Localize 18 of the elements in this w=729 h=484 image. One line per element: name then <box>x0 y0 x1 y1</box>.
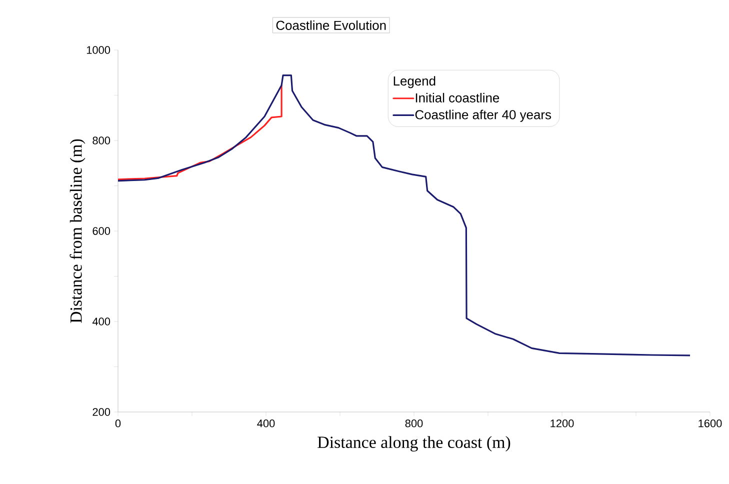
x-tick-label: 1200 <box>550 420 574 428</box>
legend-label: Coastline after 40 years <box>415 110 552 122</box>
legend-title: Legend <box>394 76 436 88</box>
line-series <box>117 84 282 180</box>
y-tick-label: 400 <box>92 318 110 326</box>
x-tick-label: 400 <box>257 420 275 428</box>
y-axis-title: Distance from baseline (m) <box>70 139 86 323</box>
x-tick-label: 0 <box>115 420 121 428</box>
x-tick-label: 800 <box>405 420 423 428</box>
line-series <box>117 74 691 356</box>
y-tick-label: 800 <box>92 136 110 144</box>
chart-title: Coastline Evolution <box>276 20 386 30</box>
x-axis-title: Distance along the coast (m) <box>318 436 510 452</box>
y-tick-label: 200 <box>92 408 110 416</box>
y-tick-label: 1000 <box>86 46 110 54</box>
y-tick-label: 600 <box>92 227 110 235</box>
x-tick-label: 1600 <box>698 420 722 428</box>
legend-label: Initial coastline <box>416 92 500 102</box>
